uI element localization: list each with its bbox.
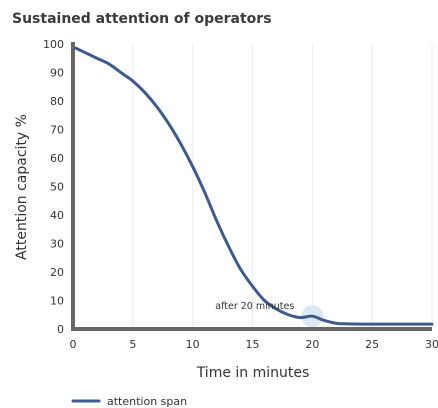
x-tick-label-15: 15 bbox=[246, 338, 260, 351]
axes bbox=[71, 42, 432, 331]
y-tick-label-40: 40 bbox=[50, 209, 64, 222]
y-tick-label-0: 0 bbox=[57, 323, 64, 336]
x-axis-label: Time in minutes bbox=[196, 365, 310, 381]
y-tick-label-70: 70 bbox=[50, 124, 64, 137]
legend-label-0: attention span bbox=[107, 395, 187, 408]
y-tick-label-20: 20 bbox=[50, 266, 64, 279]
annotation-label-0: after 20 minutes bbox=[215, 301, 294, 312]
y-tick-label-80: 80 bbox=[50, 95, 64, 108]
x-tick-label-25: 25 bbox=[365, 338, 379, 351]
series-layer bbox=[71, 45, 434, 326]
grid bbox=[132, 44, 433, 329]
x-tick-labels: 0 5 10 15 20 25 30 bbox=[70, 338, 438, 351]
y-axis-label: Attention capacity % bbox=[14, 114, 30, 260]
legend: attention span bbox=[71, 395, 187, 408]
x-tick-label-0: 0 bbox=[70, 338, 77, 351]
y-tick-label-90: 90 bbox=[50, 67, 64, 80]
series-line-0 bbox=[71, 45, 434, 326]
x-tick-label-30: 30 bbox=[425, 338, 438, 351]
y-tick-labels: 0 10 20 30 40 50 60 70 80 90 100 bbox=[43, 38, 64, 336]
chart-title: Sustained attention of operators bbox=[12, 11, 272, 27]
x-tick-label-5: 5 bbox=[129, 338, 136, 351]
y-tick-label-60: 60 bbox=[50, 152, 64, 165]
x-tick-label-20: 20 bbox=[305, 338, 319, 351]
y-tick-label-10: 10 bbox=[50, 295, 64, 308]
y-tick-label-50: 50 bbox=[50, 181, 64, 194]
annotation-labels: after 20 minutes bbox=[215, 301, 294, 312]
y-tick-label-100: 100 bbox=[43, 38, 64, 51]
y-tick-label-30: 30 bbox=[50, 238, 64, 251]
x-tick-label-10: 10 bbox=[186, 338, 200, 351]
